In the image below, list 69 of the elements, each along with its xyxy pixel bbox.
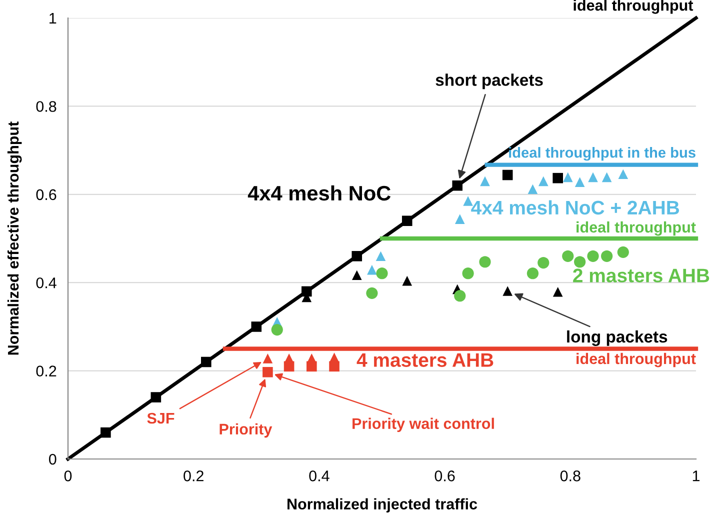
annotation: 4x4 mesh NoC [248, 185, 391, 201]
point [100, 427, 111, 438]
point [502, 170, 513, 180]
point [376, 268, 388, 280]
point [480, 176, 490, 186]
point [617, 246, 629, 258]
annotation: Priority wait control [352, 418, 494, 432]
point [562, 172, 573, 182]
annotation: 4 masters AHB [356, 353, 494, 367]
point [376, 251, 386, 262]
point [574, 256, 586, 268]
point [562, 250, 574, 262]
x-tick-label: 0.6 [434, 470, 455, 482]
annotation: SJF [147, 412, 174, 424]
y-tick-label: 1 [50, 13, 56, 24]
point [329, 352, 340, 362]
point [352, 250, 362, 262]
point [587, 250, 599, 262]
point [552, 286, 563, 297]
x-tick-label: 0.8 [560, 470, 580, 482]
annotation: 2 masters AHB [573, 268, 710, 282]
annotation: ideal throughput in the bus [509, 147, 696, 161]
point [251, 322, 262, 332]
point [352, 270, 362, 280]
point [602, 172, 612, 182]
point [301, 286, 312, 297]
annotation: ideal throughput [576, 352, 696, 368]
y-tick-label: 0 [48, 454, 56, 465]
point [618, 169, 628, 180]
y-tick-label: 0.2 [36, 366, 56, 376]
x-tick-label: 0.2 [184, 470, 204, 482]
point [526, 268, 539, 280]
y-tick-label: 0.6 [36, 189, 56, 200]
annotation: ideal throughput [576, 221, 696, 236]
annotation: ideal throughput [574, 0, 694, 14]
point [262, 354, 273, 364]
point [452, 180, 463, 191]
point [454, 290, 466, 302]
y-tick-label: 0.4 [36, 277, 56, 288]
y-axis-title: Normalized effective throughput [7, 122, 22, 355]
point [366, 287, 378, 299]
point [454, 214, 465, 224]
x-tick-label: 0 [64, 470, 72, 482]
point [462, 268, 474, 280]
point [574, 177, 585, 187]
point [601, 250, 613, 262]
point [262, 366, 273, 378]
point [402, 276, 412, 286]
point [479, 256, 491, 268]
point [402, 216, 412, 226]
point [150, 392, 162, 402]
point [588, 172, 598, 182]
x-tick-label: 0.4 [309, 470, 330, 482]
point [528, 184, 538, 194]
y-tick-label: 0.8 [36, 101, 56, 112]
point [538, 176, 548, 186]
point [552, 172, 563, 184]
point [201, 356, 212, 368]
point [538, 256, 550, 269]
point [271, 324, 283, 336]
point [367, 264, 377, 275]
annotation: Priority [220, 423, 272, 438]
point [463, 196, 473, 206]
annotation: short packets [436, 74, 543, 90]
point [502, 286, 513, 296]
x-tick-label: 1 [692, 470, 700, 482]
annotation: 4x4 mesh NoC + 2AHB [471, 200, 680, 215]
annotation: long packets [567, 330, 668, 346]
x-axis-title: Normalized injected traffic [288, 498, 478, 512]
